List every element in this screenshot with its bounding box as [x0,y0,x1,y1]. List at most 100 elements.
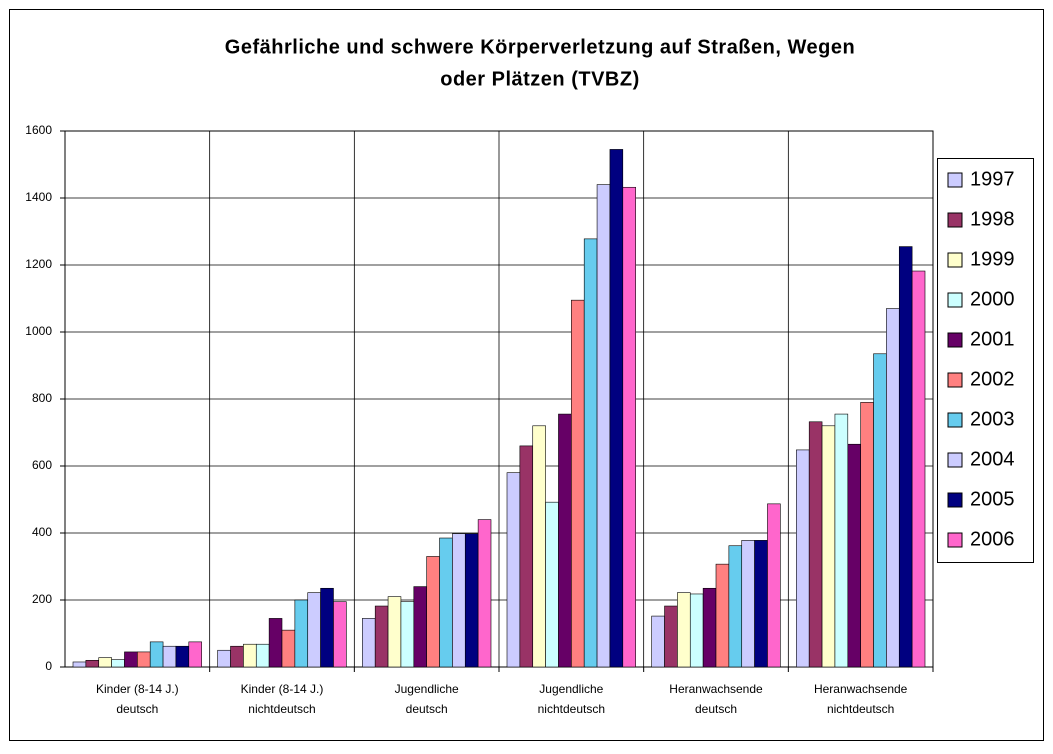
bar [664,605,678,668]
bar [188,641,202,668]
bar [767,503,781,668]
bar [217,649,231,668]
bar [754,540,768,668]
bar [677,592,691,668]
bar [821,425,836,668]
legend-label: 1998 [970,208,1015,230]
bar [519,445,534,668]
bar [715,563,730,668]
y-tick-label: 1600 [25,123,52,137]
bar [162,645,177,668]
bar [400,601,415,668]
y-tick-label: 200 [32,592,52,606]
legend-label: 2001 [970,328,1015,350]
x-tick-label: deutsch [406,702,448,716]
legend-label: 2005 [970,488,1015,510]
bar [506,472,521,668]
bar [847,443,861,668]
bar [333,601,347,668]
x-tick-label: nichtdeutsch [538,702,605,716]
bar [622,186,636,668]
bar [230,645,244,668]
bar [149,641,164,668]
legend-label: 2002 [970,368,1015,390]
legend-label: 2006 [970,528,1015,550]
bar [558,413,572,668]
x-tick-label: Kinder (8-14 J.) [241,682,324,696]
x-tick-label: Kinder (8-14 J.) [96,682,179,696]
legend-swatch [947,252,963,268]
bar [268,618,283,668]
bar [413,586,427,668]
bar [452,533,466,668]
bar [72,661,87,668]
bar [728,545,743,668]
bar [124,651,138,668]
legend-swatch [947,332,963,348]
bar [545,501,559,668]
legend-swatch [947,292,963,308]
bar [137,651,151,668]
x-tick-label: deutsch [695,702,737,716]
bar [464,533,479,668]
bar [111,659,125,668]
y-tick-label: 800 [32,391,52,405]
y-tick-label: 1200 [25,257,52,271]
bar [583,238,598,668]
legend-swatch [947,372,963,388]
legend-swatch [947,172,963,188]
chart-title: Gefährliche und schwere Körperverletzung… [225,36,855,58]
bar [175,645,190,668]
bar [702,587,717,668]
bar [911,270,926,668]
chart-title: oder Plätzen (TVBZ) [440,68,640,90]
bar [85,659,100,668]
x-tick-label: Heranwachsende [669,682,763,696]
y-tick-label: 1000 [25,324,52,338]
legend-label: 1997 [970,168,1015,190]
x-tick-label: deutsch [116,702,158,716]
bar [439,537,453,668]
bar [387,596,402,668]
bar [294,599,309,668]
legend-swatch [947,452,963,468]
legend-swatch [947,412,963,428]
y-tick-label: 400 [32,525,52,539]
bar [796,449,810,668]
bar [255,643,270,668]
bar [243,643,257,668]
bar [808,421,823,668]
legend-label: 1999 [970,248,1015,270]
bar [834,413,849,668]
y-tick-label: 0 [45,659,52,673]
y-tick-label: 1400 [25,190,52,204]
legend-swatch [947,492,963,508]
x-tick-label: Heranwachsende [814,682,908,696]
bar [886,308,900,668]
legend-label: 2003 [970,408,1015,430]
bar [98,657,112,668]
y-tick-label: 600 [32,458,52,472]
bar [307,592,321,668]
legend-swatch [947,532,963,548]
bar [320,587,334,668]
legend-label: 2000 [970,288,1015,310]
bar [689,593,704,668]
bar [281,629,296,668]
bar [860,402,874,668]
x-tick-label: Jugendliche [539,682,603,696]
bar [741,540,755,668]
legend-label: 2004 [970,448,1015,470]
bar [596,184,611,668]
bar [374,605,389,668]
x-tick-label: Jugendliche [395,682,459,696]
bar [571,299,585,668]
bar [477,519,492,668]
bar [532,425,546,668]
bar [426,556,440,668]
bar [609,149,624,668]
bar [873,353,887,668]
x-tick-label: nichtdeutsch [827,702,894,716]
bar [898,246,913,668]
